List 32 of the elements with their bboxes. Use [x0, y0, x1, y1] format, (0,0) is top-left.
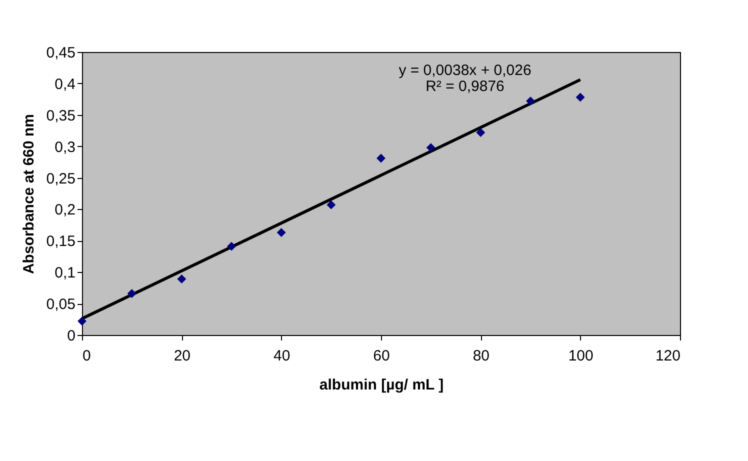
x-tick-label: 80 — [472, 348, 490, 364]
point — [526, 96, 535, 106]
x-tick-label: 120 — [655, 348, 680, 364]
x-tick-label: 0 — [82, 348, 91, 364]
point — [426, 143, 436, 152]
x-tick-label: 40 — [273, 348, 290, 364]
y-axis-title: Absorbance at 660 nm — [20, 114, 38, 274]
y-tick-label: 0,45 — [46, 44, 76, 62]
point — [227, 242, 236, 251]
y-tick-label: 0,2 — [54, 202, 76, 219]
point — [576, 92, 585, 102]
y-tick-label: 0,25 — [46, 170, 76, 188]
y-tick-label: 0,35 — [46, 107, 76, 124]
point — [78, 316, 86, 326]
point — [476, 128, 486, 137]
annotation: y = 0,0038x + 0,026 — [398, 62, 532, 79]
annotation: R² = 0,9876 — [426, 78, 504, 95]
x-axis-title: albumin [µg/ mL ] — [319, 376, 444, 394]
x-tick-label: 20 — [174, 348, 191, 364]
point — [326, 200, 336, 210]
point — [276, 228, 286, 237]
y-tick-label: 0,3 — [54, 138, 76, 156]
y-tick-label: 0,05 — [46, 296, 76, 314]
point — [177, 274, 186, 284]
y-tick-label: 0,15 — [46, 233, 76, 250]
y-tick-label: 0 — [67, 328, 76, 344]
x-tick-label: 100 — [568, 348, 594, 364]
y-tick-label: 0,4 — [54, 76, 76, 93]
point — [127, 289, 136, 298]
point — [376, 154, 386, 163]
x-tick-label: 60 — [373, 348, 390, 364]
y-tick-label: 0,1 — [54, 264, 76, 282]
